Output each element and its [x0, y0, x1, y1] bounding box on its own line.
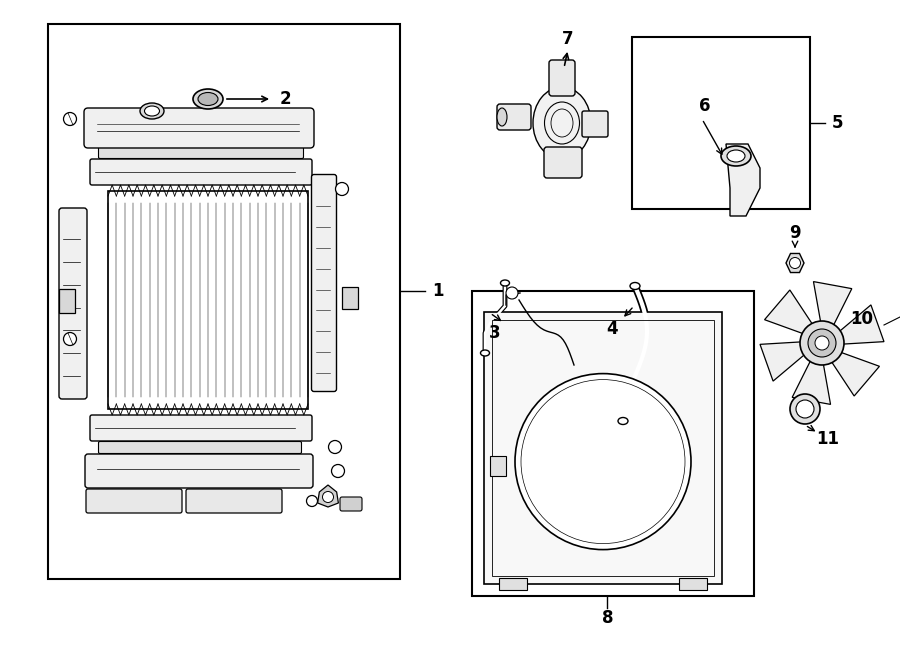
FancyBboxPatch shape — [311, 175, 337, 391]
Text: 2: 2 — [279, 90, 291, 108]
Polygon shape — [726, 144, 760, 216]
FancyBboxPatch shape — [59, 208, 87, 399]
Circle shape — [64, 112, 76, 126]
Ellipse shape — [145, 106, 159, 116]
Bar — [490, 455, 506, 476]
Ellipse shape — [721, 146, 751, 166]
Circle shape — [789, 258, 800, 268]
Circle shape — [808, 329, 836, 357]
Circle shape — [815, 336, 829, 350]
FancyBboxPatch shape — [84, 108, 314, 148]
Ellipse shape — [193, 89, 223, 109]
Circle shape — [796, 400, 814, 418]
Ellipse shape — [140, 103, 164, 119]
FancyBboxPatch shape — [98, 147, 303, 159]
FancyBboxPatch shape — [544, 147, 582, 178]
Bar — [472, 291, 754, 596]
FancyBboxPatch shape — [549, 60, 575, 96]
Ellipse shape — [500, 280, 509, 286]
Ellipse shape — [198, 93, 218, 106]
Polygon shape — [760, 342, 806, 381]
Circle shape — [328, 440, 341, 453]
Bar — [59, 289, 75, 313]
Bar — [679, 578, 707, 590]
Polygon shape — [318, 485, 338, 507]
Bar — [484, 312, 722, 584]
Circle shape — [322, 492, 334, 502]
Ellipse shape — [481, 350, 490, 356]
Polygon shape — [839, 305, 884, 344]
Circle shape — [790, 394, 820, 424]
Bar — [108, 191, 308, 409]
FancyBboxPatch shape — [582, 111, 608, 137]
Circle shape — [336, 182, 348, 196]
Text: 3: 3 — [490, 324, 500, 342]
Bar — [342, 287, 358, 309]
Text: 4: 4 — [607, 320, 617, 338]
Text: 5: 5 — [832, 114, 843, 132]
Polygon shape — [764, 290, 813, 334]
Text: 11: 11 — [816, 430, 840, 448]
FancyBboxPatch shape — [90, 159, 312, 185]
Circle shape — [64, 332, 76, 346]
Polygon shape — [814, 282, 851, 327]
Text: 8: 8 — [601, 609, 613, 627]
FancyBboxPatch shape — [85, 454, 313, 488]
Bar — [632, 37, 810, 209]
FancyBboxPatch shape — [98, 442, 302, 453]
Ellipse shape — [727, 150, 745, 162]
Text: 7: 7 — [562, 30, 574, 48]
Text: 1: 1 — [432, 282, 444, 300]
Circle shape — [307, 496, 318, 506]
Ellipse shape — [533, 87, 591, 159]
Bar — [499, 578, 527, 590]
Circle shape — [515, 373, 691, 549]
FancyBboxPatch shape — [90, 415, 312, 441]
Circle shape — [800, 321, 844, 365]
Bar — [48, 24, 400, 579]
Text: 6: 6 — [699, 97, 711, 115]
Polygon shape — [786, 253, 804, 272]
Circle shape — [331, 465, 345, 477]
Bar — [492, 320, 714, 576]
Text: 10: 10 — [850, 310, 874, 328]
Polygon shape — [792, 360, 831, 405]
Ellipse shape — [618, 418, 628, 424]
Ellipse shape — [497, 108, 507, 126]
FancyBboxPatch shape — [340, 497, 362, 511]
Ellipse shape — [630, 282, 640, 290]
Text: 9: 9 — [789, 224, 801, 242]
Circle shape — [506, 287, 518, 299]
FancyBboxPatch shape — [186, 489, 282, 513]
FancyBboxPatch shape — [497, 104, 531, 130]
Polygon shape — [831, 352, 879, 396]
FancyBboxPatch shape — [86, 489, 182, 513]
